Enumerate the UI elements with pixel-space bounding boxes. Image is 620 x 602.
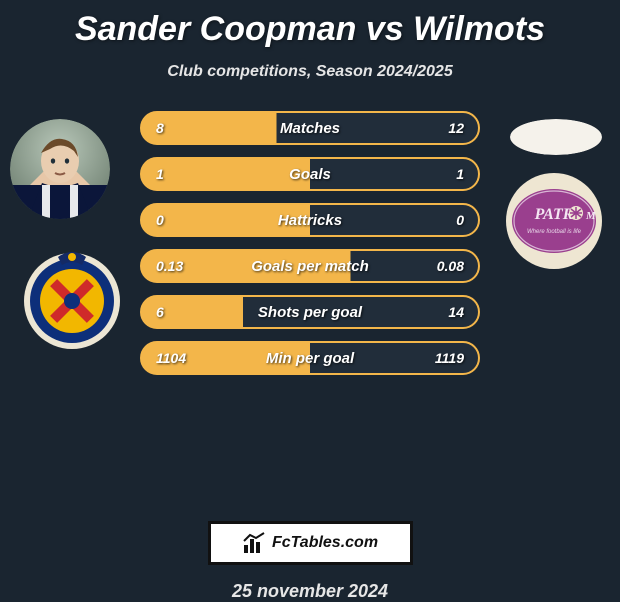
stat-row: 8Matches12 [140,111,480,145]
stat-row: 0.13Goals per match0.08 [140,249,480,283]
date-text: 25 november 2024 [0,581,620,602]
stat-right-value: 1 [456,166,464,182]
comparison-area: PATR M Where football is life 8Matches12… [0,111,620,501]
stat-left-value: 0.13 [156,258,183,274]
subtitle: Club competitions, Season 2024/2025 [0,63,620,81]
stat-right-value: 1119 [435,350,464,366]
player1-club-logo [22,251,122,351]
stat-left-value: 6 [156,304,164,320]
stat-right-value: 14 [448,304,464,320]
stat-left-value: 1104 [156,350,186,366]
stat-row: 1Goals1 [140,157,480,191]
stat-left-value: 0 [156,212,164,228]
player2-avatar [510,119,602,155]
stat-row: 0Hattricks0 [140,203,480,237]
svg-text:PATR: PATR [534,206,574,223]
player1-avatar [10,119,110,219]
stat-right-value: 12 [448,120,464,136]
stat-right-value: 0.08 [437,258,464,274]
stat-row: 1104Min per goal1119 [140,341,480,375]
stat-label: Matches [142,120,478,137]
stat-label: Hattricks [142,212,478,229]
stat-right-value: 0 [456,212,464,228]
badge-text: FcTables.com [272,534,378,552]
fctables-badge: FcTables.com [208,521,413,565]
page-title: Sander Coopman vs Wilmots [0,0,620,49]
svg-text:Where football is life: Where football is life [527,229,582,235]
stat-label: Goals per match [142,258,478,275]
stat-label: Min per goal [142,350,478,367]
stat-left-value: 1 [156,166,164,182]
stat-label: Shots per goal [142,304,478,321]
svg-text:M: M [585,210,597,222]
stat-row: 6Shots per goal14 [140,295,480,329]
chart-icon [242,531,266,555]
player2-club-logo: PATR M Where football is life [504,171,604,271]
stat-label: Goals [142,166,478,183]
stat-left-value: 8 [156,120,164,136]
stat-rows: 8Matches12 1Goals1 0Hattricks0 0.13Goals pe… [140,111,480,387]
